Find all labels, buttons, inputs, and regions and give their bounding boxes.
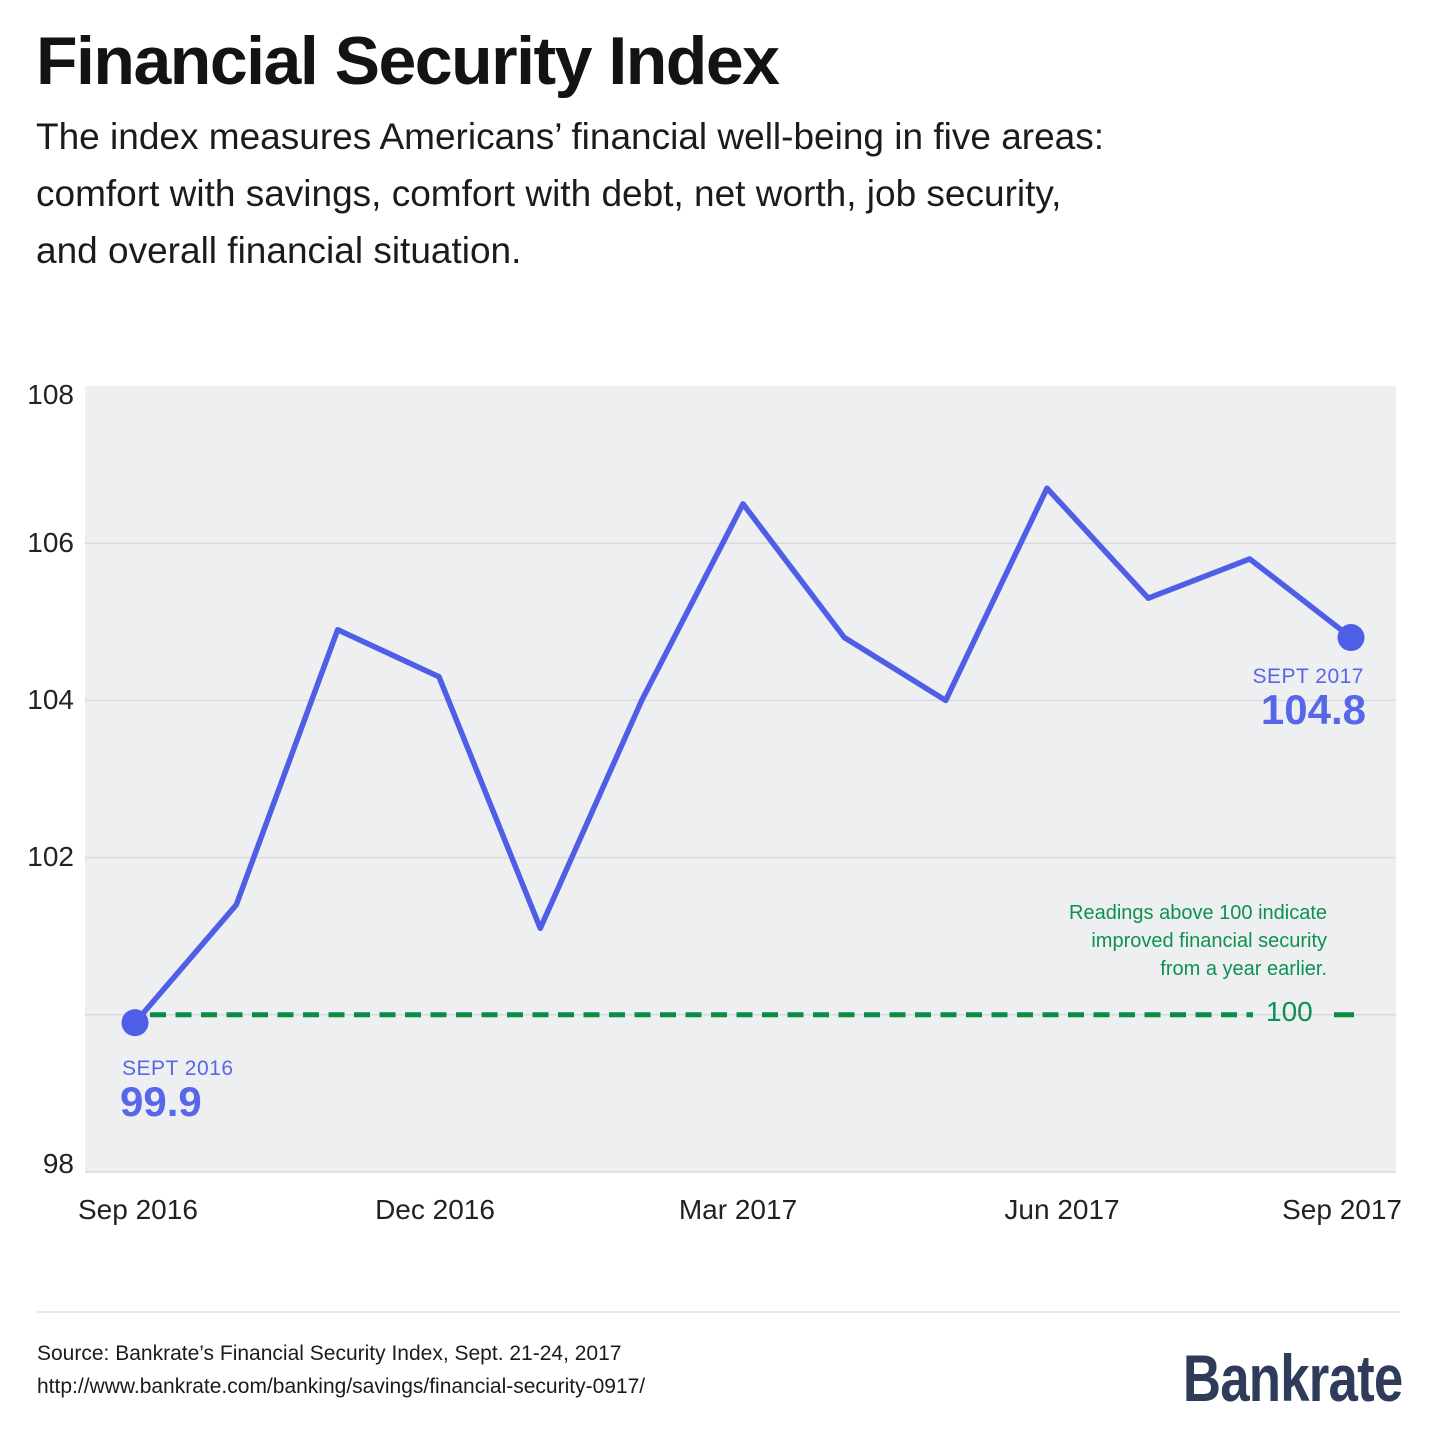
baseline-note: Readings above 100 indicate improved fin… [1069,902,1327,980]
end-point-value-label: 104.8 [1260,686,1366,733]
source-text: Source: Bankrate’s Financial Security In… [37,1337,645,1403]
baseline-100-label: 100 [1266,996,1313,1027]
page-subtitle: The index measures Americans’ financial … [36,116,1105,271]
x-axis-tick: Mar 2017 [678,1194,798,1225]
start-point-date-label: SEPT 2016 [122,1057,234,1080]
index-line [132,485,1354,1026]
x-axis-tick: Sep 2016 [78,1194,198,1225]
footer-divider [37,1311,1400,1313]
start-point-value-label: 99.9 [120,1078,202,1125]
end-point-dot [1337,624,1365,652]
y-axis-tick: 108 [27,379,74,410]
start-point-dot [121,1009,149,1037]
x-axis-tick: Dec 2016 [375,1194,495,1225]
x-axis-tick: Sep 2017 [1282,1194,1402,1225]
y-axis-tick: 98 [42,1148,74,1179]
plot-area [85,386,1396,1172]
source-line-2: http://www.bankrate.com/banking/savings/… [37,1375,646,1398]
x-axis-tick: Jun 2017 [1004,1194,1120,1225]
y-axis-tick: 102 [27,841,74,872]
y-axis-tick: 104 [27,684,74,715]
end-point-date-label: SEPT 2017 [1252,665,1364,688]
y-axis-tick: 106 [27,527,74,558]
bankrate-logo: Bankrate [1182,1341,1402,1415]
page-title: Financial Security Index [36,23,780,99]
source-line-1: Source: Bankrate’s Financial Security In… [37,1342,622,1365]
